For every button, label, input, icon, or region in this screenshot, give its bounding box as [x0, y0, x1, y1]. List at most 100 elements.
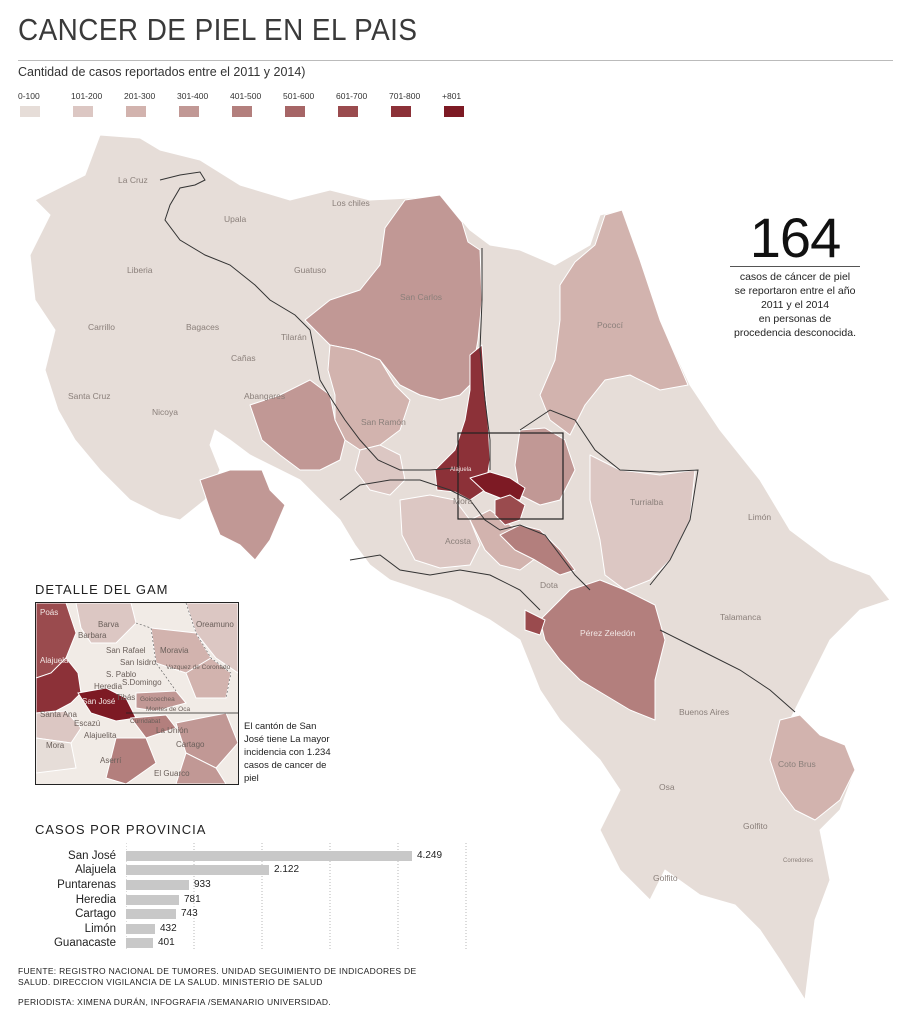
gam-label: Oreamuno [196, 620, 234, 629]
map-region-gam-east [514, 427, 576, 506]
map-region-perez-zeledon [539, 579, 666, 721]
legend-label: +801 [442, 91, 462, 101]
gam-detail-svg: Poás Barva Oreamuno Barbara San Rafael M… [36, 603, 238, 784]
gam-label: Vazquez de Coronado [166, 664, 231, 671]
map-region-puriscal [354, 444, 406, 496]
legend-item: 701-800 [389, 91, 442, 117]
province-border [159, 171, 456, 471]
province-name: Puntarenas [57, 878, 116, 891]
gam-label: Tibás [116, 693, 135, 702]
legend-item: +801 [442, 91, 495, 117]
map-label-mora: Mora [453, 496, 473, 506]
map-label-perez-zeledon: Pérez Zeledón [580, 628, 636, 638]
legend-swatch [285, 106, 305, 117]
gam-detail-map: Poás Barva Oreamuno Barbara San Rafael M… [35, 602, 239, 785]
map-label-turrialba: Turrialba [630, 497, 663, 507]
legend-swatch [126, 106, 146, 117]
gam-region-cartago [175, 712, 238, 769]
map-region-gam-west [399, 494, 481, 569]
province-row: Guanacaste 401 [18, 936, 175, 949]
gam-label: Montes de Oca [146, 706, 190, 713]
gam-border [185, 603, 232, 699]
province-name: Limón [84, 922, 116, 935]
gam-label: El Guarco [154, 769, 190, 778]
legend-label: 501-600 [283, 91, 315, 101]
province-border [479, 248, 491, 470]
province-row: Alajuela 2.122 [18, 863, 299, 876]
map-label-bagaces: Bagaces [186, 322, 219, 332]
province-value: 743 [181, 908, 198, 919]
map-label-canas: Cañas [231, 353, 256, 363]
gam-label: Heredia [94, 682, 123, 691]
map-region-peninsula [199, 469, 286, 561]
province-value: 933 [194, 879, 211, 890]
gam-region-el-guarco [175, 752, 227, 784]
map-region-heredia [494, 494, 526, 526]
gam-label: S.Domingo [122, 678, 162, 687]
gam-label: Curridabat [130, 718, 161, 725]
gam-border [135, 622, 177, 692]
map-label-dota: Dota [540, 580, 558, 590]
gam-label: San Rafael [106, 646, 146, 655]
gam-label: Escazú [74, 719, 100, 728]
province-name: Guanacaste [53, 936, 116, 949]
legend-label: 301-400 [177, 91, 209, 101]
map-label-buenos-aires: Buenos Aires [679, 707, 729, 717]
legend-item: 401-500 [230, 91, 283, 117]
gam-title: DETALLE DEL GAM [35, 582, 169, 597]
map-label-talamanca: Talamanca [720, 612, 761, 622]
province-row: Limón 432 [18, 922, 177, 935]
gam-label: Alajuelita [84, 731, 117, 740]
map-region-dota-corridor [524, 609, 546, 636]
legend-item: 601-700 [336, 91, 389, 117]
map-region-turrialba [589, 454, 696, 591]
gam-callout-text: El cantón de San José tiene La mayor inc… [244, 721, 331, 784]
gam-region-aserri [105, 737, 157, 784]
credit-note: PERIODISTA: XIMENA DURÁN, INFOGRAFIA /SE… [18, 997, 332, 1007]
gam-label: La Unión [156, 726, 188, 735]
map-label-nicoya: Nicoya [152, 407, 178, 417]
page-title: CANCER DE PIEL EN EL PAIS [18, 12, 418, 47]
map-label-acosta: Acosta [445, 536, 471, 546]
map-label-abangares: Abangares [244, 391, 285, 401]
gam-region-oreamuno [185, 603, 238, 674]
map-region-pococi [539, 209, 689, 436]
province-border [339, 479, 591, 591]
legend-swatch [232, 106, 252, 117]
legend-swatch [338, 106, 358, 117]
unknown-origin-caption: casos de cáncer de piel se reportaron en… [715, 270, 875, 340]
province-name: Heredia [75, 893, 116, 906]
map-region-puntarenas-coast [249, 379, 346, 471]
legend-label: 201-300 [124, 91, 156, 101]
map-label-coto-brus: Coto Brus [778, 759, 816, 769]
legend-swatch [444, 106, 464, 117]
provinces-chart-grid [126, 843, 467, 951]
gam-region-goicoechea [135, 690, 187, 712]
map-label-san-ramon: San Ramón [361, 417, 406, 427]
gam-label: San Isidro [120, 658, 157, 667]
map-label-la-cruz: La Cruz [118, 175, 148, 185]
province-value: 781 [184, 894, 201, 905]
provinces-chart-title: CASOS POR PROVINCIA [35, 822, 207, 837]
legend-label: 0-100 [18, 91, 40, 101]
gam-label: Barva [98, 620, 119, 629]
legend-swatch [20, 106, 40, 117]
caption-line: procedencia desconocida. [733, 327, 856, 339]
map-label-santa-cruz: Santa Cruz [68, 391, 111, 401]
legend-swatch [179, 106, 199, 117]
gam-label: Poás [40, 608, 58, 617]
province-name: San José [68, 849, 116, 862]
legend-item: 101-200 [71, 91, 124, 117]
gam-label: San José [82, 697, 116, 706]
gam-region-mora [36, 737, 77, 774]
province-border [659, 629, 796, 713]
subtitle: Cantidad de casos reportados entre el 20… [18, 65, 306, 79]
map-country-base [29, 134, 891, 1001]
title-divider [18, 60, 893, 61]
map-label-carrillo: Carrillo [88, 322, 115, 332]
map-label-corredores: Corredores [783, 858, 813, 864]
legend-item: 301-400 [177, 91, 230, 117]
province-bar [126, 908, 176, 919]
province-value: 401 [158, 937, 175, 948]
legend-item: 501-600 [283, 91, 336, 117]
